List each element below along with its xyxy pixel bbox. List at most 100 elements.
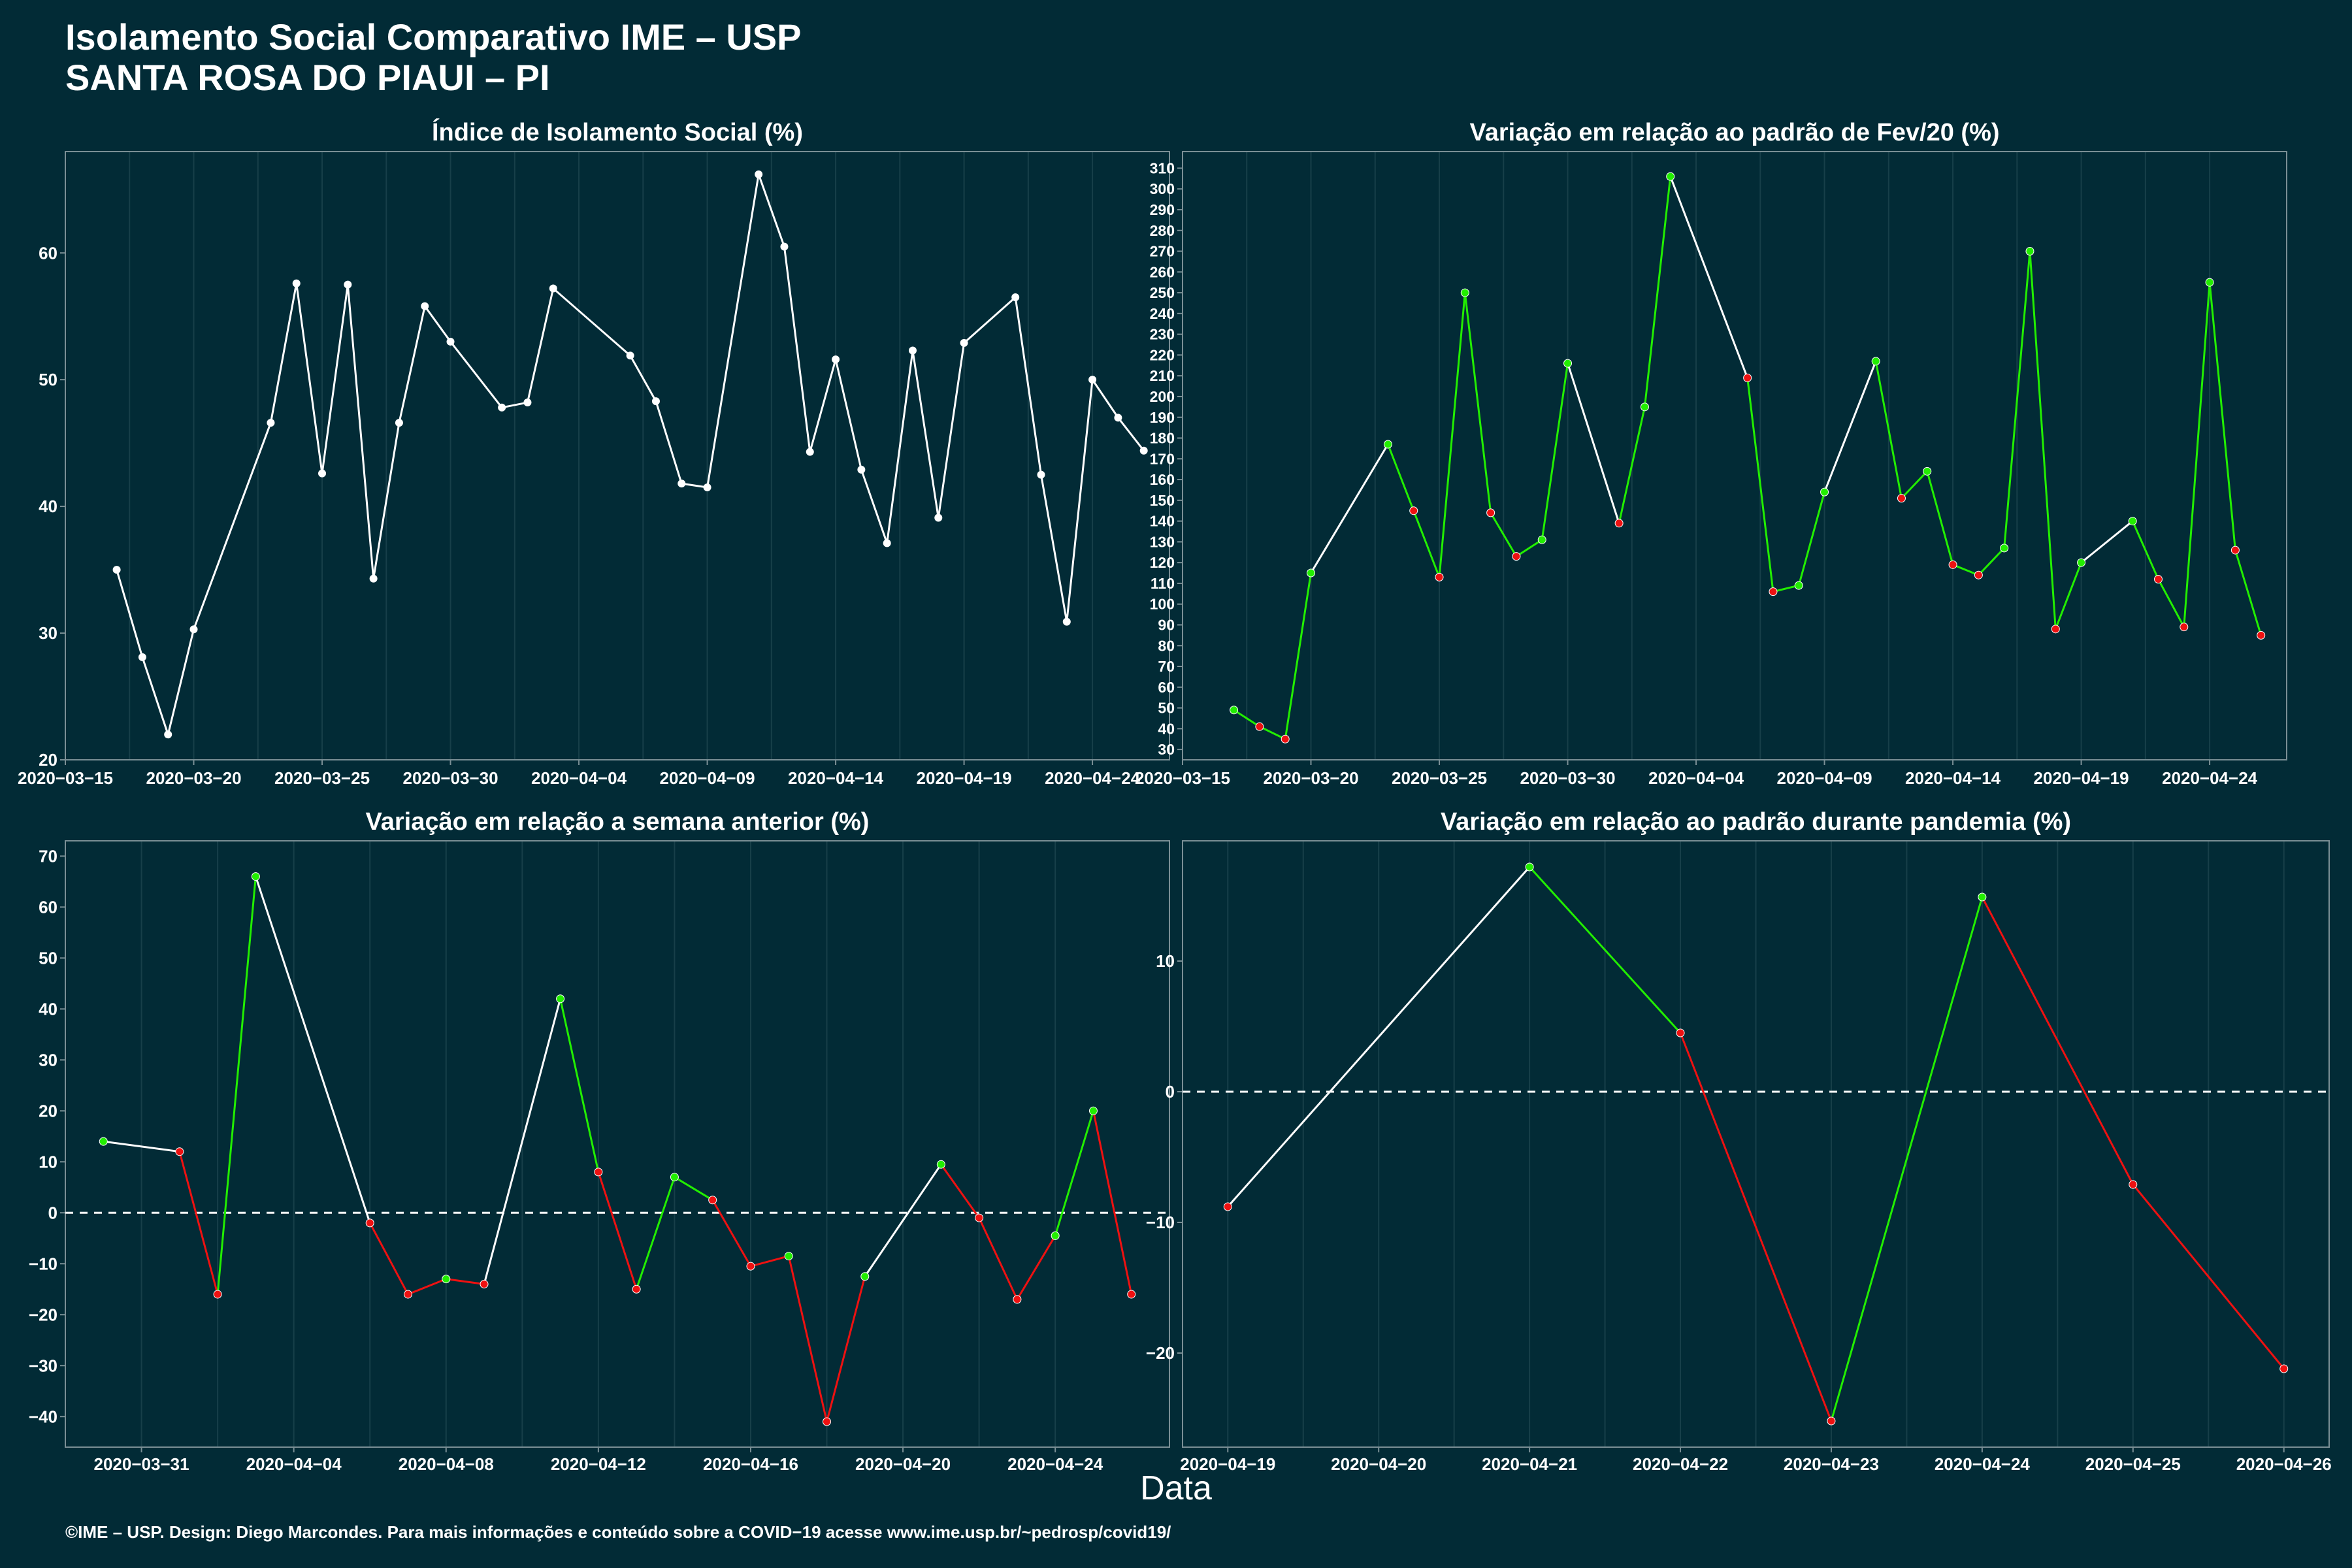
series-segment	[1066, 379, 1094, 622]
series-segment	[269, 283, 298, 423]
data-point	[1011, 293, 1020, 302]
y-tick-label: 240	[1150, 305, 1175, 322]
series-segment	[368, 1222, 409, 1295]
x-tick-label: 2020−03−31	[94, 1454, 189, 1474]
x-tick-label: 2020−04−04	[246, 1454, 342, 1474]
y-tick-label: 100	[1150, 596, 1175, 613]
series-segment	[295, 283, 323, 474]
data-point	[2128, 517, 2137, 526]
series-segment	[1438, 292, 1466, 578]
data-point	[2129, 1180, 2138, 1189]
x-tick-label: 2020−03−30	[1520, 768, 1616, 788]
data-point	[1223, 1202, 1232, 1211]
y-tick-label: 260	[1150, 263, 1175, 280]
data-point	[99, 1137, 108, 1146]
data-point	[1088, 376, 1097, 384]
panel-title: Variação em relação ao padrão durante pa…	[1441, 808, 2071, 836]
series-segment	[864, 1164, 942, 1277]
x-tick-label: 2020−04−14	[1905, 768, 2001, 788]
data-point	[318, 469, 327, 478]
y-tick-label: 10	[39, 1152, 57, 1171]
data-point	[784, 1252, 793, 1261]
x-tick-label: 2020−03−15	[18, 768, 113, 788]
x-tick-label: 2020−04−12	[551, 1454, 646, 1474]
data-point	[883, 539, 891, 547]
series-segment	[1746, 378, 1774, 592]
y-tick-label: 30	[1158, 741, 1175, 758]
data-point	[1409, 506, 1418, 515]
y-tick-label: 200	[1150, 388, 1175, 405]
data-point	[442, 1275, 451, 1284]
series-segment	[1284, 572, 1312, 740]
chart-panel-semana: Variação em relação a semana anterior (%…	[29, 808, 1170, 1474]
x-tick-label: 2020−04−09	[660, 768, 755, 788]
y-tick-label: −20	[29, 1305, 57, 1324]
data-point	[1978, 892, 1987, 902]
series-segment	[116, 569, 144, 658]
data-point	[1897, 494, 1906, 503]
series-segment	[2131, 520, 2159, 580]
data-point	[523, 399, 532, 407]
y-tick-label: −10	[1146, 1213, 1175, 1232]
title-line-1: Isolamento Social Comparativo IME – USP	[65, 16, 802, 57]
x-tick-label: 2020−04−04	[531, 768, 627, 788]
series-segment	[407, 1278, 447, 1296]
x-tick-label: 2020−04−04	[1648, 768, 1744, 788]
series-segment	[1952, 563, 1979, 576]
data-point	[960, 338, 968, 347]
data-point	[975, 1213, 984, 1222]
x-tick-label: 2020−04−22	[1633, 1454, 1728, 1474]
data-point	[112, 566, 121, 574]
data-point	[138, 653, 146, 661]
series-segment	[1092, 1111, 1133, 1295]
data-point	[1139, 446, 1148, 455]
y-tick-label: 90	[1158, 617, 1175, 634]
series-segment	[757, 174, 785, 247]
series-segment	[321, 284, 349, 474]
y-tick-label: 280	[1150, 222, 1175, 239]
y-tick-label: 30	[39, 1050, 57, 1070]
series-segment	[2029, 251, 2057, 629]
series-segment	[501, 401, 528, 409]
data-point	[670, 1173, 679, 1182]
data-point	[1525, 862, 1534, 872]
series-segment	[1797, 491, 1826, 586]
series-segment	[978, 1217, 1019, 1300]
y-tick-label: 60	[1158, 679, 1175, 696]
y-tick-label: 40	[1158, 720, 1175, 737]
series-segment	[2132, 1184, 2285, 1369]
y-tick-label: 160	[1150, 471, 1175, 488]
data-point	[1037, 470, 1045, 479]
data-point	[626, 351, 634, 360]
data-point	[1743, 373, 1752, 382]
data-point	[369, 574, 378, 583]
series-segment	[103, 1140, 180, 1153]
series-segment	[1117, 417, 1145, 451]
y-tick-label: 20	[39, 1101, 57, 1120]
data-point	[594, 1168, 603, 1177]
series-segment	[1040, 474, 1068, 622]
series-segment	[1516, 538, 1543, 557]
x-tick-label: 2020−04−09	[1777, 768, 1872, 788]
x-axis-label: Data	[1140, 1469, 1212, 1507]
y-tick-label: 290	[1150, 201, 1175, 218]
data-point	[213, 1290, 222, 1299]
y-tick-label: 0	[1166, 1082, 1175, 1102]
series-segment	[860, 469, 889, 544]
y-tick-label: 20	[39, 750, 57, 770]
data-point	[2205, 278, 2214, 287]
data-point	[1666, 172, 1675, 181]
series-segment	[141, 657, 169, 735]
y-tick-label: 120	[1150, 554, 1175, 571]
x-tick-label: 2020−04−26	[2236, 1454, 2332, 1474]
series-segment	[911, 350, 939, 518]
y-tick-label: 180	[1150, 430, 1175, 447]
panel-title: Variação em relação ao padrão de Fev/20 …	[1469, 119, 1999, 146]
data-point	[1486, 508, 1495, 517]
series-segment	[1016, 1235, 1056, 1300]
data-point	[703, 483, 711, 491]
y-tick-label: 130	[1150, 533, 1175, 550]
data-point	[1676, 1028, 1685, 1037]
data-point	[1127, 1290, 1136, 1299]
data-point	[857, 465, 866, 474]
